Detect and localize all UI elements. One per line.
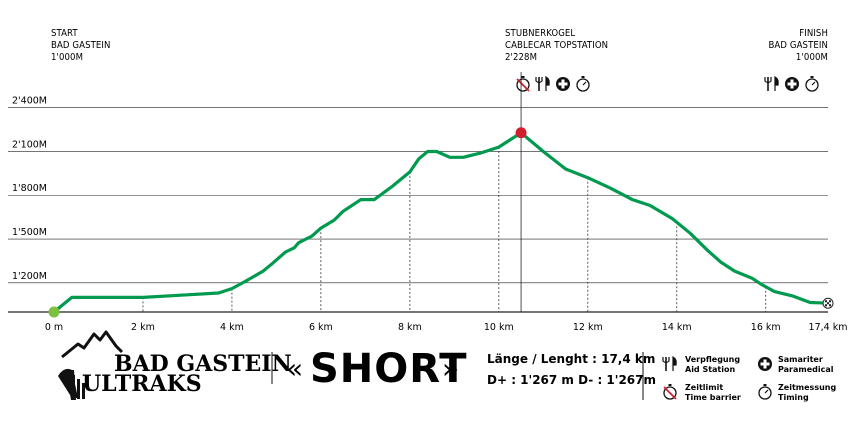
x-tick-label: 10 km: [484, 322, 514, 333]
elevation-stat: D+ : 1'267 m D- : 1'267m: [487, 373, 656, 387]
paramedical-icon-graphic: [758, 357, 772, 371]
finish-label-line2: BAD GASTEIN: [768, 40, 828, 51]
time-barrier-icon: [516, 76, 530, 92]
start-label-line3: 1'000M: [51, 52, 83, 63]
legend-item-paramedical: Samariter Paramedical: [758, 355, 834, 374]
aid-station-icon: [764, 76, 779, 91]
y-axis-tick-labels: 1'200M 1'500M 1'800M 2'100M 2'400M: [12, 96, 47, 282]
timing-icon: [758, 384, 772, 400]
timing-icon: [805, 76, 819, 92]
y-tick-label: 2'400M: [12, 96, 47, 107]
finish-annotation: FINISH BAD GASTEIN 1'000M: [768, 28, 828, 63]
x-tick-label: 2 km: [131, 322, 155, 333]
finish-icons: [764, 76, 819, 92]
x-tick-label: 4 km: [220, 322, 244, 333]
start-annotation: START BAD GASTEIN 1'000M: [51, 28, 111, 63]
start-label-line2: BAD GASTEIN: [51, 40, 111, 51]
summit-icons: [516, 76, 590, 92]
x-tick-label: 17,4 km: [809, 322, 848, 333]
finish-label-line1: FINISH: [799, 28, 828, 39]
finish-flag-marker: [822, 297, 834, 309]
time-barrier-icon-graphic: [663, 384, 677, 400]
mountain-logo-icon: [61, 330, 124, 359]
runner-logo-icon: [58, 368, 85, 400]
x-tick-label: 12 km: [573, 322, 603, 333]
legend-time-barrier-title2: Time barrier: [685, 393, 741, 402]
aid-station-icon-graphic: [662, 356, 677, 371]
legend-aid-station-title1: Verpflegung: [685, 355, 740, 364]
summit-label-line1: STUBNERKOGEL: [505, 28, 575, 39]
legend-timing-title2: Timing: [778, 393, 809, 402]
x-tick-label: 8 km: [398, 322, 422, 333]
summit-marker: [515, 127, 527, 139]
legend-item-timing: Zeitmessung Timing: [758, 383, 836, 402]
legend-item-aid-station: Verpflegung Aid Station: [662, 355, 740, 374]
brand-name-line2: ULTRAKS: [82, 371, 202, 397]
drop-lines: [142, 72, 767, 312]
guillemet-left: «: [286, 352, 303, 385]
guillemet-right: »: [442, 352, 459, 385]
y-tick-label: 1'500M: [12, 227, 47, 238]
elevation-series-line: [52, 131, 830, 314]
legend-paramedical-title2: Paramedical: [778, 365, 834, 374]
y-tick-label: 1'800M: [12, 183, 47, 194]
distance-category-title: SHORT: [310, 346, 468, 392]
x-tick-label: 14 km: [662, 322, 692, 333]
start-label-line1: START: [51, 28, 78, 39]
legend-paramedical-title1: Samariter: [778, 355, 823, 364]
legend-item-time-barrier: Zeitlimit Time barrier: [663, 383, 741, 402]
summit-label-line3: 2'228M: [505, 52, 537, 63]
x-axis-tick-labels: 0 m 2 km 4 km 6 km 8 km 10 km 12 km 14 km 16 km 1…: [45, 322, 848, 333]
length-stat: Länge / Lenght : 17,4 km: [487, 352, 655, 366]
brand-logo: BAD GASTEIN ULTRAKS: [58, 330, 292, 400]
aid-station-icon: [535, 76, 550, 91]
marker-layer: [48, 127, 834, 318]
y-tick-label: 2'100M: [12, 139, 47, 150]
paramedical-icon: [785, 77, 799, 91]
paramedical-icon: [556, 77, 570, 91]
finish-label-line3: 1'000M: [796, 52, 828, 63]
series-layer: [52, 131, 830, 314]
aid-station-icon: [662, 356, 677, 371]
summit-label-line2: CABLECAR TOPSTATION: [505, 40, 608, 51]
summit-annotation: STUBNERKOGEL CABLECAR TOPSTATION 2'228M: [505, 28, 608, 63]
brand-name-line1: BAD GASTEIN: [114, 351, 292, 377]
timing-icon-graphic: [758, 384, 772, 400]
paramedical-icon: [758, 357, 772, 371]
x-tick-label: 16 km: [751, 322, 781, 333]
start-marker: [48, 306, 60, 318]
distance-category: « SHORT »: [286, 346, 468, 392]
legend-timing-title1: Zeitmessung: [778, 383, 836, 392]
grid-layer: [8, 107, 828, 313]
time-barrier-icon: [663, 384, 677, 400]
legend-time-barrier-title1: Zeitlimit: [685, 383, 723, 392]
y-tick-label: 1'200M: [12, 271, 47, 282]
icon-legend: Verpflegung Aid Station Samariter Parame…: [662, 355, 836, 402]
timing-icon: [576, 76, 590, 92]
legend-aid-station-title2: Aid Station: [685, 365, 735, 374]
x-tick-label: 0 m: [45, 322, 63, 333]
x-tick-label: 6 km: [309, 322, 333, 333]
